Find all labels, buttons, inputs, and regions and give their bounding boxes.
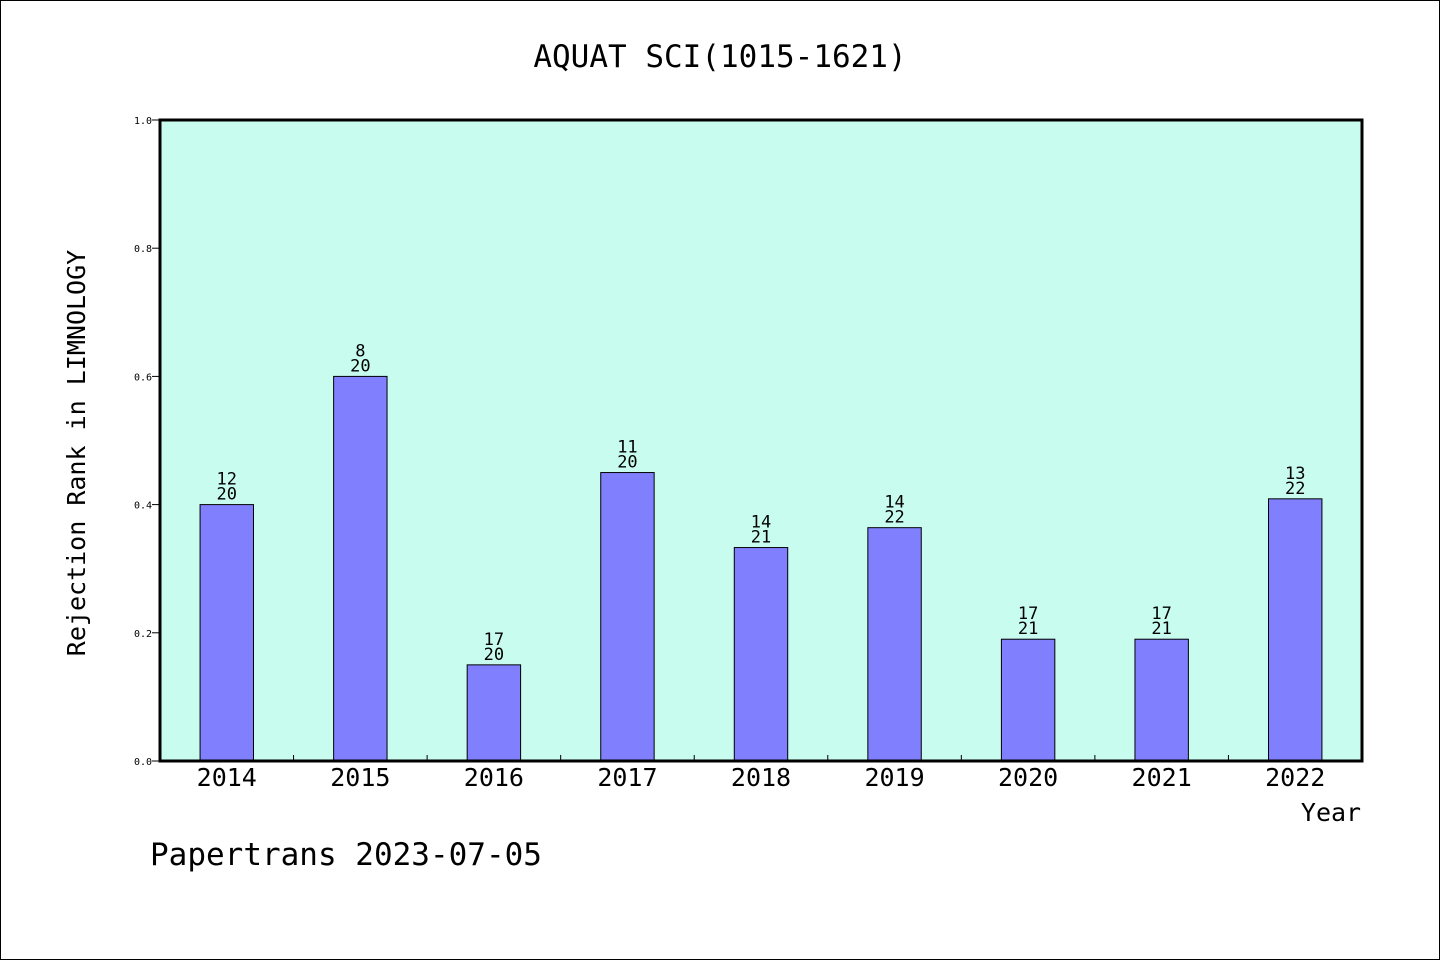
x-tick-label: 2020 [998, 763, 1058, 792]
bar-label-rank: 17 [1151, 604, 1171, 624]
bar-label-total: 22 [884, 508, 904, 528]
bar-label-total: 21 [1018, 619, 1038, 639]
bar-label-rank: 14 [751, 513, 771, 533]
bar-2021 [1134, 638, 1189, 762]
bar-label-total: 21 [751, 528, 771, 548]
bar-label-rank: 17 [1018, 604, 1038, 624]
chart-title: AQUAT SCI(1015-1621) [533, 39, 906, 75]
bar-label-total: 20 [617, 453, 637, 473]
bar-label-rank: 11 [617, 438, 637, 458]
x-tick-label: 2014 [197, 763, 257, 792]
y-axis-label: Rejection Rank in LIMNOLOGY [62, 250, 91, 656]
x-axis-label: Year [1301, 798, 1361, 827]
y-tick-label: 1.0 [134, 116, 152, 127]
bar-2020 [1000, 638, 1056, 762]
x-tick-label: 2019 [864, 763, 924, 792]
bar-2015 [333, 375, 388, 762]
y-tick-label: 0.4 [134, 501, 152, 512]
x-tick-label: 2015 [330, 763, 390, 792]
y-tick-label: 0.2 [134, 629, 152, 640]
bar-label-total: 21 [1151, 619, 1171, 639]
bar-2016 [466, 664, 522, 762]
x-tick-label: 2016 [464, 763, 524, 792]
bar-2019 [867, 527, 922, 762]
x-tick-label: 2022 [1265, 763, 1325, 792]
bar-label-total: 22 [1285, 479, 1305, 499]
plot-border [158, 118, 1364, 763]
bar-label-total: 20 [350, 356, 370, 376]
y-tick-label: 0.6 [134, 372, 152, 383]
bar-label-total: 20 [217, 485, 237, 505]
bar-label-rank: 8 [355, 341, 365, 361]
y-axis-ticks: 0.0 0.2 0.4 0.6 0.8 1.0 [134, 116, 160, 768]
bar-2017 [600, 472, 655, 762]
bar-label-rank: 17 [484, 630, 504, 650]
bar-label-rank: 14 [884, 493, 904, 513]
bar-2014 [199, 504, 254, 762]
y-tick-label: 0.0 [134, 757, 152, 768]
x-tick-label: 2018 [731, 763, 791, 792]
y-tick-label: 0.8 [134, 244, 152, 255]
footer-credit: Papertrans 2023-07-05 [150, 837, 542, 873]
bar-2022 [1268, 498, 1323, 762]
x-axis-ticks: 2014 2015 2016 2017 2018 2019 2020 2021 2022 [197, 755, 1325, 792]
bar-label-rank: 13 [1285, 464, 1305, 484]
bar-label-total: 20 [484, 645, 504, 665]
x-tick-label: 2021 [1132, 763, 1192, 792]
x-tick-label: 2017 [597, 763, 657, 792]
bar-label-rank: 12 [217, 470, 237, 490]
bar-2018 [733, 547, 789, 762]
